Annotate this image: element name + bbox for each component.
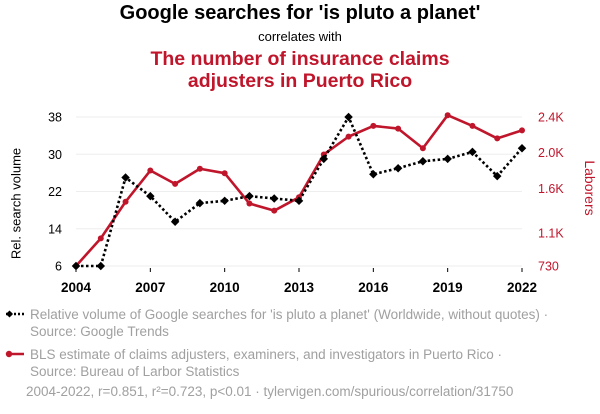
adjusters-point-2010 (221, 170, 228, 177)
adjusters-point-2016 (370, 122, 377, 129)
footer-stats: 2004-2022, r=0.851, r²=0.723, p<0.01 · t… (26, 384, 514, 399)
chart-title-secondary: The number of insurance claims adjusters… (150, 48, 450, 92)
x-tick-4: 2016 (358, 280, 389, 295)
adjusters-point-2017 (395, 125, 402, 132)
adjusters-point-2012 (271, 207, 278, 214)
chart-connector: correlates with (258, 29, 342, 44)
searches-point-2015 (344, 112, 353, 122)
searches-point-2018 (418, 156, 428, 166)
adjusters-point-2008 (172, 180, 179, 187)
chart-title: Google searches for 'is pluto a planet' (119, 2, 481, 24)
y-left-tick-3: 30 (48, 148, 62, 162)
searches-point-2019 (443, 154, 452, 164)
y-right-tick-2: 1.6K (538, 182, 564, 196)
x-tick-1: 2007 (135, 280, 165, 295)
y-axis-right-title: Laborers (582, 160, 598, 216)
searches-point-2004 (71, 261, 81, 271)
adjusters-point-2021 (494, 135, 501, 142)
y-axis-left-title: Rel. search volume (8, 147, 24, 260)
adjusters-point-2011 (246, 200, 253, 207)
searches-point-2017 (393, 163, 403, 173)
x-tick-5: 2019 (433, 280, 463, 295)
searches-point-2010 (220, 196, 229, 206)
y-right-tick-4: 2.4K (538, 111, 564, 125)
y-right-tick-3: 2.0K (538, 146, 564, 160)
adjusters-point-2022 (519, 127, 525, 134)
y-right-tick-0: 730 (538, 260, 559, 274)
searches-point-2021 (492, 171, 502, 181)
x-tick-2: 2010 (210, 280, 240, 295)
legend-swatch-searches (5, 310, 24, 318)
adjusters-point-2018 (419, 145, 426, 152)
adjusters-point-2007 (147, 167, 154, 174)
searches-point-2011 (245, 191, 254, 201)
y-left-tick-1: 14 (48, 222, 62, 236)
searches-point-2009 (195, 198, 205, 208)
adjusters-point-2015 (345, 133, 352, 140)
adjusters-point-2005 (97, 235, 104, 242)
searches-point-2022 (517, 143, 527, 153)
searches-point-2008 (170, 217, 180, 227)
adjusters-point-2020 (469, 122, 476, 129)
searches-point-2005 (96, 261, 106, 271)
y-left-tick-2: 22 (48, 185, 62, 199)
searches-point-2020 (468, 147, 477, 157)
x-tick-0: 2004 (61, 280, 92, 295)
y-right-tick-1: 1.1K (538, 226, 564, 240)
legend-label-adjusters: BLS estimate of claims adjusters, examin… (30, 347, 502, 379)
x-tick-6: 2022 (507, 280, 537, 295)
adjusters-point-2019 (444, 112, 451, 119)
searches-point-2012 (269, 194, 279, 203)
y-left-tick-4: 38 (48, 111, 62, 125)
adjusters-point-2009 (196, 165, 203, 172)
searches-point-2014 (319, 154, 329, 164)
series-adjusters-line (75, 113, 523, 267)
legend-swatch-adjusters (5, 350, 24, 358)
y-left-tick-0: 6 (55, 260, 62, 274)
adjusters-point-2006 (122, 198, 129, 205)
searches-point-2007 (146, 191, 155, 201)
legend-label-searches: Relative volume of Google searches for '… (30, 307, 549, 339)
x-tick-3: 2013 (284, 280, 315, 295)
searches-point-2013 (294, 196, 304, 206)
searches-point-2016 (369, 170, 378, 179)
searches-point-2006 (121, 173, 130, 182)
